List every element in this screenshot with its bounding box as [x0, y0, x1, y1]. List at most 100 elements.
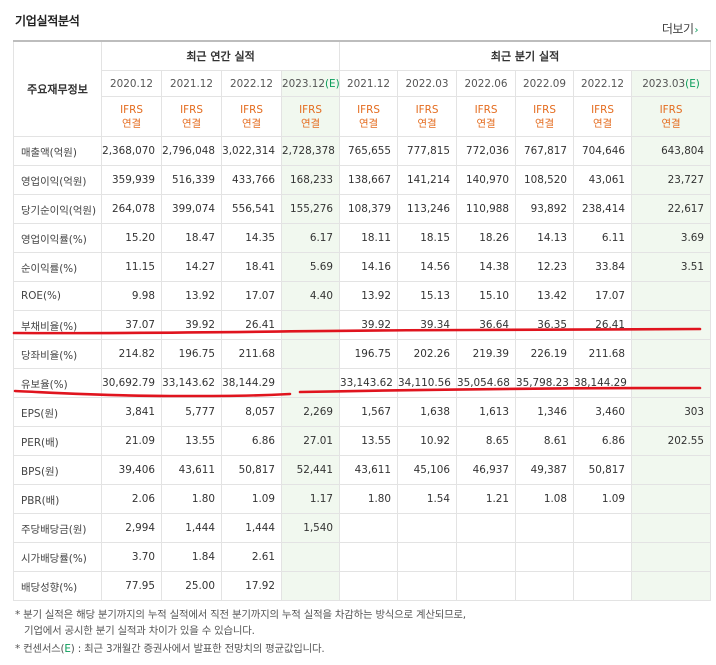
table-cell: 516,339 — [161, 165, 222, 195]
table-cell: 110,988 — [456, 194, 517, 224]
table-row: 영업이익(억원) 359,939 516,339 433,766 168,233 138,… — [13, 165, 712, 195]
table-cell: 8,057 — [221, 397, 282, 427]
table-cell — [631, 281, 712, 311]
table-cell: 5,777 — [161, 397, 222, 427]
table-row: 매출액(억원) 2,368,070 2,796,048 3,022,314 2,728,… — [13, 136, 712, 166]
table-cell: 46,937 — [456, 455, 517, 485]
table-cell: 1,613 — [456, 397, 517, 427]
table-cell: 2.06 — [101, 484, 162, 514]
table-cell — [339, 571, 399, 601]
estimate-mark: (E) — [324, 77, 340, 90]
table-cell — [339, 513, 399, 543]
table-cell: 4.40 — [280, 281, 341, 311]
section-title: 기업실적분석 — [15, 14, 80, 28]
period-header: 2023.12(E) — [280, 70, 341, 97]
table-cell: 226.19 — [515, 339, 575, 369]
table-cell — [280, 571, 341, 601]
table-cell: 433,766 — [221, 165, 282, 195]
row-label: PBR(배) — [13, 484, 102, 514]
table-cell: 22,617 — [631, 194, 712, 224]
table-cell: 14.56 — [397, 252, 458, 282]
consolidation-label: 연결 — [241, 117, 262, 130]
ifrs-label: IFRS — [357, 103, 380, 116]
red-underline-retention-ratio — [13, 386, 702, 398]
table-cell: 238,414 — [573, 194, 633, 224]
table-row: 부채비율(%) 37.07 39.92 26.41 39.92 39.34 36.64 36.… — [13, 310, 712, 340]
table-cell: 33.84 — [573, 252, 633, 282]
table-cell: 21.09 — [101, 426, 162, 456]
table-cell: 202.26 — [397, 339, 458, 369]
table-cell: 211.68 — [221, 339, 282, 369]
table-row: PBR(배) 2.06 1.80 1.09 1.17 1.80 1.54 1.21 1.08 1.… — [13, 484, 712, 514]
table-cell — [456, 542, 517, 572]
table-cell: 211.68 — [573, 339, 633, 369]
table-cell: 39.92 — [161, 310, 222, 340]
period-header: 2022.12 — [221, 70, 282, 97]
financial-summary-table: 주요재무정보 최근 연간 실적 최근 분기 실적 2020.12 2021.12 2… — [13, 40, 712, 601]
row-label: PER(배) — [13, 426, 102, 456]
table-cell — [280, 339, 341, 369]
table-cell — [631, 513, 712, 543]
table-cell — [515, 542, 575, 572]
accounting-standard-header: IFRS 연결 — [397, 96, 458, 137]
row-label: EPS(원) — [13, 397, 102, 427]
table-cell: 11.15 — [101, 252, 162, 282]
period-header: 2022.09 — [515, 70, 575, 97]
table-cell: 43,061 — [573, 165, 633, 195]
table-cell — [397, 571, 458, 601]
table-cell: 219.39 — [456, 339, 517, 369]
table-cell: 1.09 — [573, 484, 633, 514]
consolidation-label: 연결 — [592, 117, 613, 130]
accounting-standard-header: IFRS 연결 — [573, 96, 633, 137]
accounting-standard-header: IFRS 연결 — [280, 96, 341, 137]
period-label: 2021.12 — [170, 77, 213, 90]
row-label: 영업이익(억원) — [13, 165, 102, 195]
table-cell: 39.92 — [339, 310, 399, 340]
table-cell: 3.69 — [631, 223, 712, 253]
table-cell: 39.34 — [397, 310, 458, 340]
table-cell: 1.09 — [221, 484, 282, 514]
consolidation-label: 연결 — [534, 117, 555, 130]
consolidation-label: 연결 — [300, 117, 321, 130]
table-cell: 1.21 — [456, 484, 517, 514]
table-cell: 15.13 — [397, 281, 458, 311]
table-cell: 77.95 — [101, 571, 162, 601]
note-suffix: ) : 최근 3개월간 증권사에서 발표한 전망치의 평균값입니다. — [70, 643, 325, 655]
note-line-2: 기업에서 공시한 분기 실적과 차이가 있을 수 있습니다. — [24, 625, 255, 637]
consolidation-label: 연결 — [476, 117, 496, 130]
table-cell: 108,379 — [339, 194, 399, 224]
table-cell: 2,368,070 — [101, 136, 162, 166]
period-label: 2022.12 — [581, 77, 624, 90]
table-cell: 2,269 — [280, 397, 341, 427]
ifrs-label: IFRS — [180, 103, 203, 116]
table-cell: 14.27 — [161, 252, 222, 282]
period-label: 2022.03 — [405, 77, 449, 90]
table-cell — [573, 513, 633, 543]
table-cell: 1,540 — [280, 513, 341, 543]
table-cell: 765,655 — [339, 136, 399, 166]
annual-group-header: 최근 연간 실적 — [100, 40, 341, 71]
table-cell: 196.75 — [339, 339, 399, 369]
ifrs-label: IFRS — [474, 103, 498, 116]
row-label: 배당성향(%) — [13, 571, 102, 601]
table-row: 당기순이익(억원) 264,078 399,074 556,541 155,276 108… — [13, 194, 712, 224]
table-cell: 38,144.29 — [573, 368, 633, 398]
table-cell: 155,276 — [280, 194, 341, 224]
ifrs-label: IFRS — [659, 103, 683, 116]
table-cell: 556,541 — [221, 194, 282, 224]
table-cell: 25.00 — [161, 571, 222, 601]
consolidation-label: 연결 — [358, 117, 379, 130]
table-cell: 138,667 — [339, 165, 399, 195]
more-link[interactable]: 더보기› — [662, 20, 699, 37]
table-cell: 264,078 — [101, 194, 162, 224]
accounting-standard-header: IFRS 연결 — [631, 96, 712, 137]
table-cell — [631, 542, 712, 572]
financial-table-body: 매출액(억원) 2,368,070 2,796,048 3,022,314 2,728,… — [13, 136, 712, 601]
table-cell: 6.86 — [221, 426, 282, 456]
table-row: 순이익률(%) 11.15 14.27 18.41 5.69 14.16 14.56 14.3… — [13, 252, 712, 282]
table-cell: 141,214 — [397, 165, 458, 195]
table-row: PER(배) 21.09 13.55 6.86 27.01 13.55 10.92 8.65 8… — [13, 426, 712, 456]
table-cell: 3,460 — [573, 397, 633, 427]
table-cell — [631, 571, 712, 601]
table-cell — [515, 571, 575, 601]
